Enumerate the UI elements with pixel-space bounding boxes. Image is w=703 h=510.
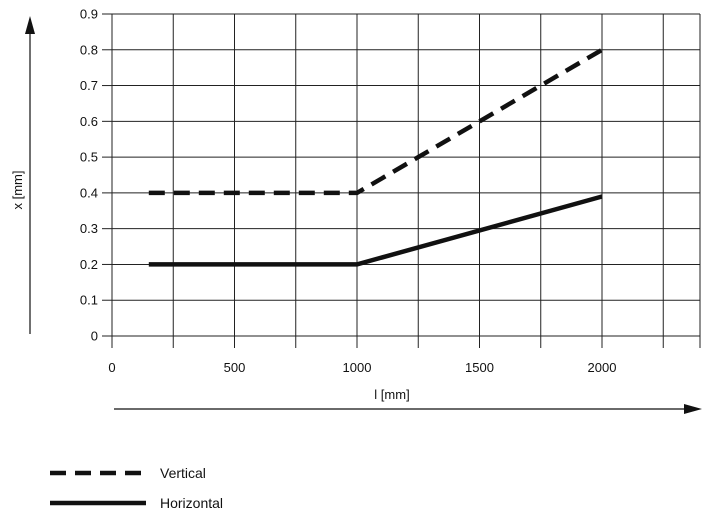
x-tick-label: 500	[224, 360, 246, 375]
x-tick-label: 1500	[465, 360, 494, 375]
dashed-line-swatch	[50, 470, 146, 476]
series-line-vertical	[148, 47, 604, 196]
y-tick-label: 0.2	[80, 257, 98, 272]
y-tick-label: 0.4	[80, 185, 98, 200]
y-tick-label: 0.3	[80, 221, 98, 236]
grid	[111, 13, 701, 337]
axis-arrows	[25, 16, 702, 414]
y-tick-label: 0.1	[80, 293, 98, 308]
x-tick-label: 0	[108, 360, 115, 375]
y-axis-arrowhead	[25, 16, 35, 34]
legend-label-horizontal: Horizontal	[160, 495, 224, 510]
y-tick-label: 0	[91, 329, 98, 344]
x-tick-label: 2000	[588, 360, 617, 375]
y-tick-label: 0.9	[80, 7, 98, 22]
x-axis-label: l [mm]	[374, 387, 409, 402]
y-tick-label: 0.7	[80, 78, 98, 93]
legend-label-vertical: Vertical	[160, 465, 206, 481]
x-axis-arrowhead	[684, 404, 702, 414]
x-tick-label: 1000	[343, 360, 372, 375]
y-axis-label: x [mm]	[10, 171, 25, 210]
y-tick-label: 0.8	[80, 42, 98, 57]
series-lines	[148, 47, 604, 267]
legend: Vertical Horizontal	[48, 458, 308, 510]
legend-item-vertical: Vertical	[48, 458, 308, 488]
axis-ticks: 0 0.1 0.2 0.3 0.4 0.5 0.6 0.7 0.8 0.9 0 500 1000 1500…	[80, 7, 701, 375]
y-tick-label: 0.6	[80, 114, 98, 129]
y-tick-label: 0.5	[80, 150, 98, 165]
solid-line-swatch	[50, 500, 146, 506]
legend-item-horizontal: Horizontal	[48, 488, 308, 510]
series-line-horizontal	[148, 194, 603, 267]
